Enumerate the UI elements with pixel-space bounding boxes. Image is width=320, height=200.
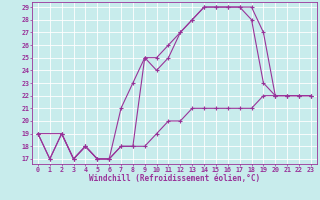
X-axis label: Windchill (Refroidissement éolien,°C): Windchill (Refroidissement éolien,°C) (89, 174, 260, 183)
